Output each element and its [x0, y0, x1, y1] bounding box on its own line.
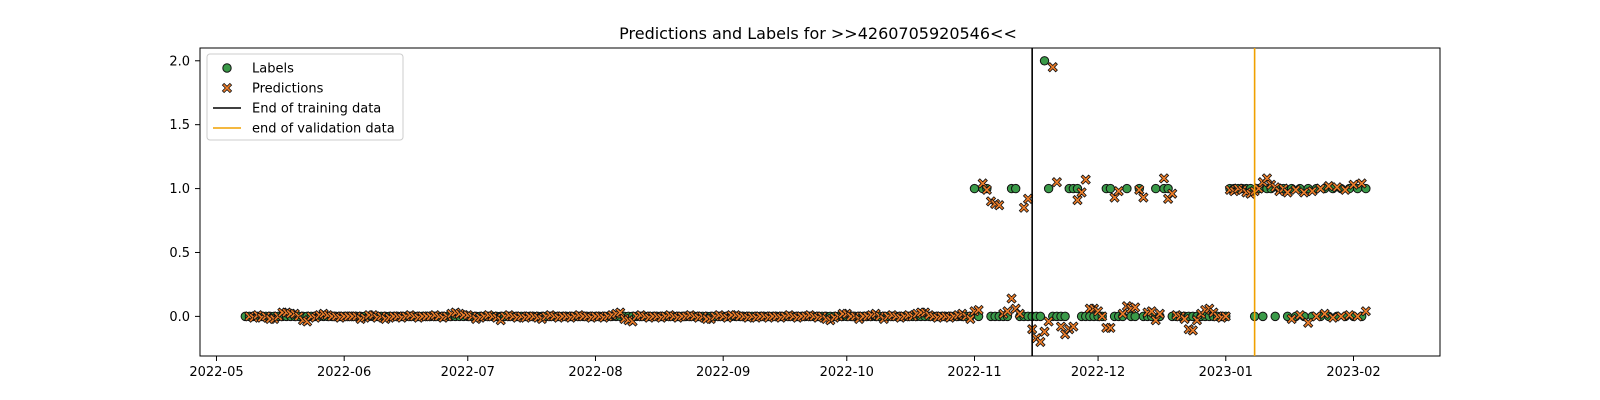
- prediction-point: [1047, 62, 1058, 73]
- prediction-point: [1076, 187, 1087, 198]
- prediction-point: [1286, 313, 1297, 325]
- legend-marker-labels: [222, 63, 232, 73]
- label-point: [1258, 311, 1268, 322]
- prediction-point: [1187, 325, 1198, 336]
- prediction-point: [1290, 184, 1301, 196]
- prediction-point: [1055, 321, 1067, 332]
- label-point: [1105, 183, 1116, 194]
- prediction-point: [977, 178, 988, 189]
- x-tick-label: 2023-01: [1199, 365, 1253, 380]
- x-tick-label: 2022-08: [568, 365, 622, 380]
- prediction-point: [1307, 185, 1318, 197]
- legend-label: end of validation data: [252, 122, 395, 137]
- plot-area: [199, 47, 1441, 357]
- prediction-point: [1043, 316, 1054, 327]
- prediction-point: [1311, 311, 1322, 322]
- x-tick-label: 2022-07: [441, 365, 495, 380]
- prediction-point: [1360, 306, 1372, 317]
- prediction-point: [994, 200, 1005, 211]
- x-axis: 2022-05 2022-06 2022-07 2022-08 2022-09 2022-…: [189, 356, 1381, 380]
- prediction-point: [1097, 311, 1108, 322]
- prediction-point: [1340, 184, 1351, 196]
- prediction-point: [965, 313, 976, 325]
- prediction-point: [1018, 202, 1030, 213]
- reference-lines: [1031, 48, 1256, 356]
- y-tick-label: 0.0: [169, 310, 190, 325]
- prediction-point: [1039, 326, 1050, 337]
- prediction-point: [1068, 321, 1079, 332]
- y-tick-label: 1.0: [169, 182, 190, 197]
- prediction-point: [1331, 182, 1343, 193]
- prediction-point: [1294, 309, 1306, 321]
- legend-marker-predictions: [221, 82, 233, 94]
- label-point: [1151, 183, 1161, 194]
- x-tick-label: 2022-09: [696, 365, 750, 380]
- prediction-point: [981, 184, 993, 196]
- label-point: [969, 183, 980, 194]
- label-point: [1010, 183, 1021, 194]
- chart-title: Predictions and Labels for >>42607059205…: [619, 24, 1017, 43]
- prediction-point: [1080, 174, 1091, 185]
- prediction-point: [1002, 306, 1013, 317]
- prediction-point: [1014, 308, 1025, 319]
- label-point: [1060, 311, 1070, 322]
- prediction-point: [1134, 184, 1145, 196]
- label-point: [1039, 56, 1050, 66]
- prediction-point: [1315, 183, 1326, 194]
- legend-box: [206, 53, 404, 141]
- prediction-point: [1191, 315, 1203, 326]
- prediction-point: [1352, 311, 1363, 322]
- prediction-point: [1117, 308, 1128, 319]
- y-tick-label: 1.5: [169, 118, 190, 133]
- prediction-point: [1220, 311, 1231, 322]
- x-tick-label: 2022-05: [189, 365, 243, 380]
- prediction-point: [1072, 194, 1083, 206]
- predictions-series: [244, 62, 1372, 348]
- label-point: [1130, 311, 1140, 322]
- prediction-point: [1105, 322, 1116, 334]
- prediction-point: [1179, 313, 1190, 325]
- prediction-point: [1113, 185, 1124, 197]
- x-tick-label: 2022-10: [820, 365, 874, 380]
- prediction-point: [1138, 192, 1149, 203]
- x-tick-label: 2023-02: [1326, 365, 1380, 380]
- legend-label: End of training data: [252, 102, 381, 117]
- y-tick-label: 0.5: [169, 246, 190, 261]
- y-tick-label: 2.0: [169, 54, 190, 69]
- prediction-point: [1319, 308, 1330, 319]
- legend-label: Predictions: [252, 82, 324, 97]
- prediction-point: [1146, 306, 1157, 317]
- label-point: [1043, 183, 1054, 194]
- prediction-point: [1006, 293, 1017, 304]
- legend-label: Labels: [252, 62, 294, 77]
- legend: Labels Predictions End of training data end…: [206, 53, 404, 141]
- prediction-point: [1303, 317, 1314, 328]
- prediction-point: [1282, 187, 1293, 198]
- prediction-point: [1150, 315, 1161, 326]
- prediction-point: [1109, 192, 1120, 203]
- prediction-point: [1356, 178, 1367, 189]
- prediction-point: [1158, 173, 1170, 184]
- label-point: [1270, 311, 1280, 322]
- prediction-point: [1167, 188, 1178, 199]
- x-tick-label: 2022-11: [947, 365, 1001, 380]
- prediction-point: [973, 304, 984, 316]
- prediction-point: [1261, 173, 1273, 184]
- prediction-point: [1051, 177, 1063, 188]
- label-point: [1035, 311, 1046, 322]
- prediction-point: [615, 307, 626, 318]
- label-point: [1122, 183, 1132, 194]
- y-axis: 0.0 0.5 1.0 1.5 2.0: [169, 54, 200, 325]
- prediction-point: [1035, 336, 1046, 348]
- x-tick-label: 2022-12: [1071, 365, 1125, 380]
- prediction-point: [1154, 308, 1166, 319]
- x-tick-label: 2022-06: [317, 365, 371, 380]
- prediction-point: [1129, 302, 1141, 313]
